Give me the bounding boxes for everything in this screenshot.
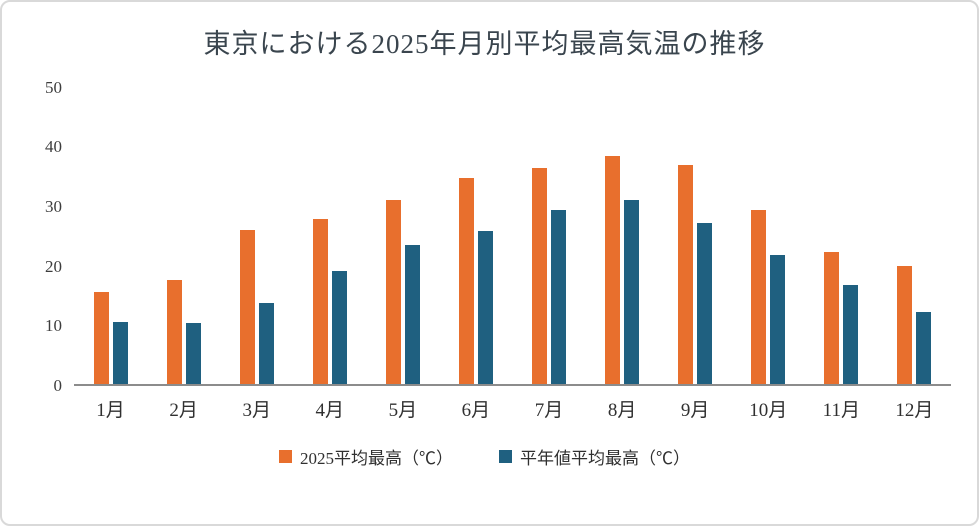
y-tick-label: 50	[45, 77, 62, 97]
bar-normal	[770, 254, 786, 384]
bar-2025	[605, 155, 621, 384]
bar-group	[293, 88, 366, 384]
x-axis-label: 12月	[895, 399, 934, 421]
bar-normal	[258, 303, 274, 384]
bar-2025	[678, 164, 694, 384]
x-axis-label: 1月	[96, 399, 125, 421]
bar-normal	[843, 284, 859, 384]
bar-group	[439, 88, 512, 384]
chart-title: 東京における2025年月別平均最高気温の推移	[203, 29, 766, 59]
y-tick-label: 40	[45, 137, 62, 157]
legend-label-2025: 2025平均最高（℃）	[300, 448, 453, 468]
bar-2025	[239, 230, 255, 384]
x-axis-label: 3月	[242, 399, 271, 421]
bar-group	[732, 88, 805, 384]
bar-normal	[697, 222, 713, 384]
legend-label-normal: 平年値平均最高（℃）	[520, 448, 690, 468]
y-tick-label: 20	[45, 256, 62, 276]
x-axis-label: 9月	[680, 399, 710, 421]
bar-group	[586, 88, 659, 384]
y-tick-label: 30	[45, 196, 62, 216]
x-axis-label: 10月	[749, 399, 788, 421]
x-axis-label: 8月	[607, 399, 637, 421]
bar-2025	[897, 265, 913, 384]
bar-group	[220, 88, 293, 384]
legend-swatch-2025	[279, 449, 292, 463]
bar-normal	[185, 322, 201, 384]
bar-normal	[551, 209, 566, 384]
bar-normal	[331, 271, 347, 384]
plot-area	[74, 88, 951, 386]
y-tick-label: 0	[53, 375, 63, 395]
bar-group	[366, 88, 439, 384]
x-axis-label: 11月	[822, 399, 860, 421]
x-axis-label: 6月	[461, 399, 491, 421]
bar-group	[74, 88, 147, 384]
bar-normal	[404, 245, 420, 384]
bar-2025	[458, 177, 474, 384]
legend-swatch-normal	[499, 449, 512, 463]
bar-normal	[624, 200, 640, 384]
bar-group	[512, 88, 585, 384]
bar-group	[659, 88, 732, 384]
x-axis-label: 7月	[534, 399, 564, 421]
x-axis-label: 4月	[315, 399, 345, 421]
bar-group	[147, 88, 220, 384]
bar-2025	[312, 218, 328, 384]
x-axis-labels: 1月 2月 3月 4月 5月 6月 7月 8月 9月 10月 11月 12月	[74, 386, 951, 422]
bar-normal	[112, 322, 128, 384]
plot: 0 10 20 30 40 50	[18, 78, 951, 395]
y-tick-label: 10	[45, 316, 62, 336]
y-axis: 0 10 20 30 40 50	[18, 78, 74, 395]
bar-2025	[824, 251, 840, 384]
bar-normal	[916, 312, 932, 384]
bar-2025	[751, 210, 767, 384]
bar-2025	[166, 279, 182, 384]
legend-item-normal: 平年値平均最高（℃）	[499, 444, 690, 469]
legend: 2025平均最高（℃） 平年値平均最高（℃）	[18, 444, 951, 469]
bar-group	[805, 88, 878, 384]
bar-normal	[477, 231, 493, 384]
bar-group	[878, 88, 951, 384]
bar-2025	[532, 168, 547, 384]
x-axis-label: 5月	[388, 399, 418, 421]
bar-2025	[385, 199, 401, 384]
legend-item-2025: 2025平均最高（℃）	[279, 444, 453, 469]
bar-2025	[93, 292, 109, 384]
x-axis-label: 2月	[169, 399, 198, 421]
